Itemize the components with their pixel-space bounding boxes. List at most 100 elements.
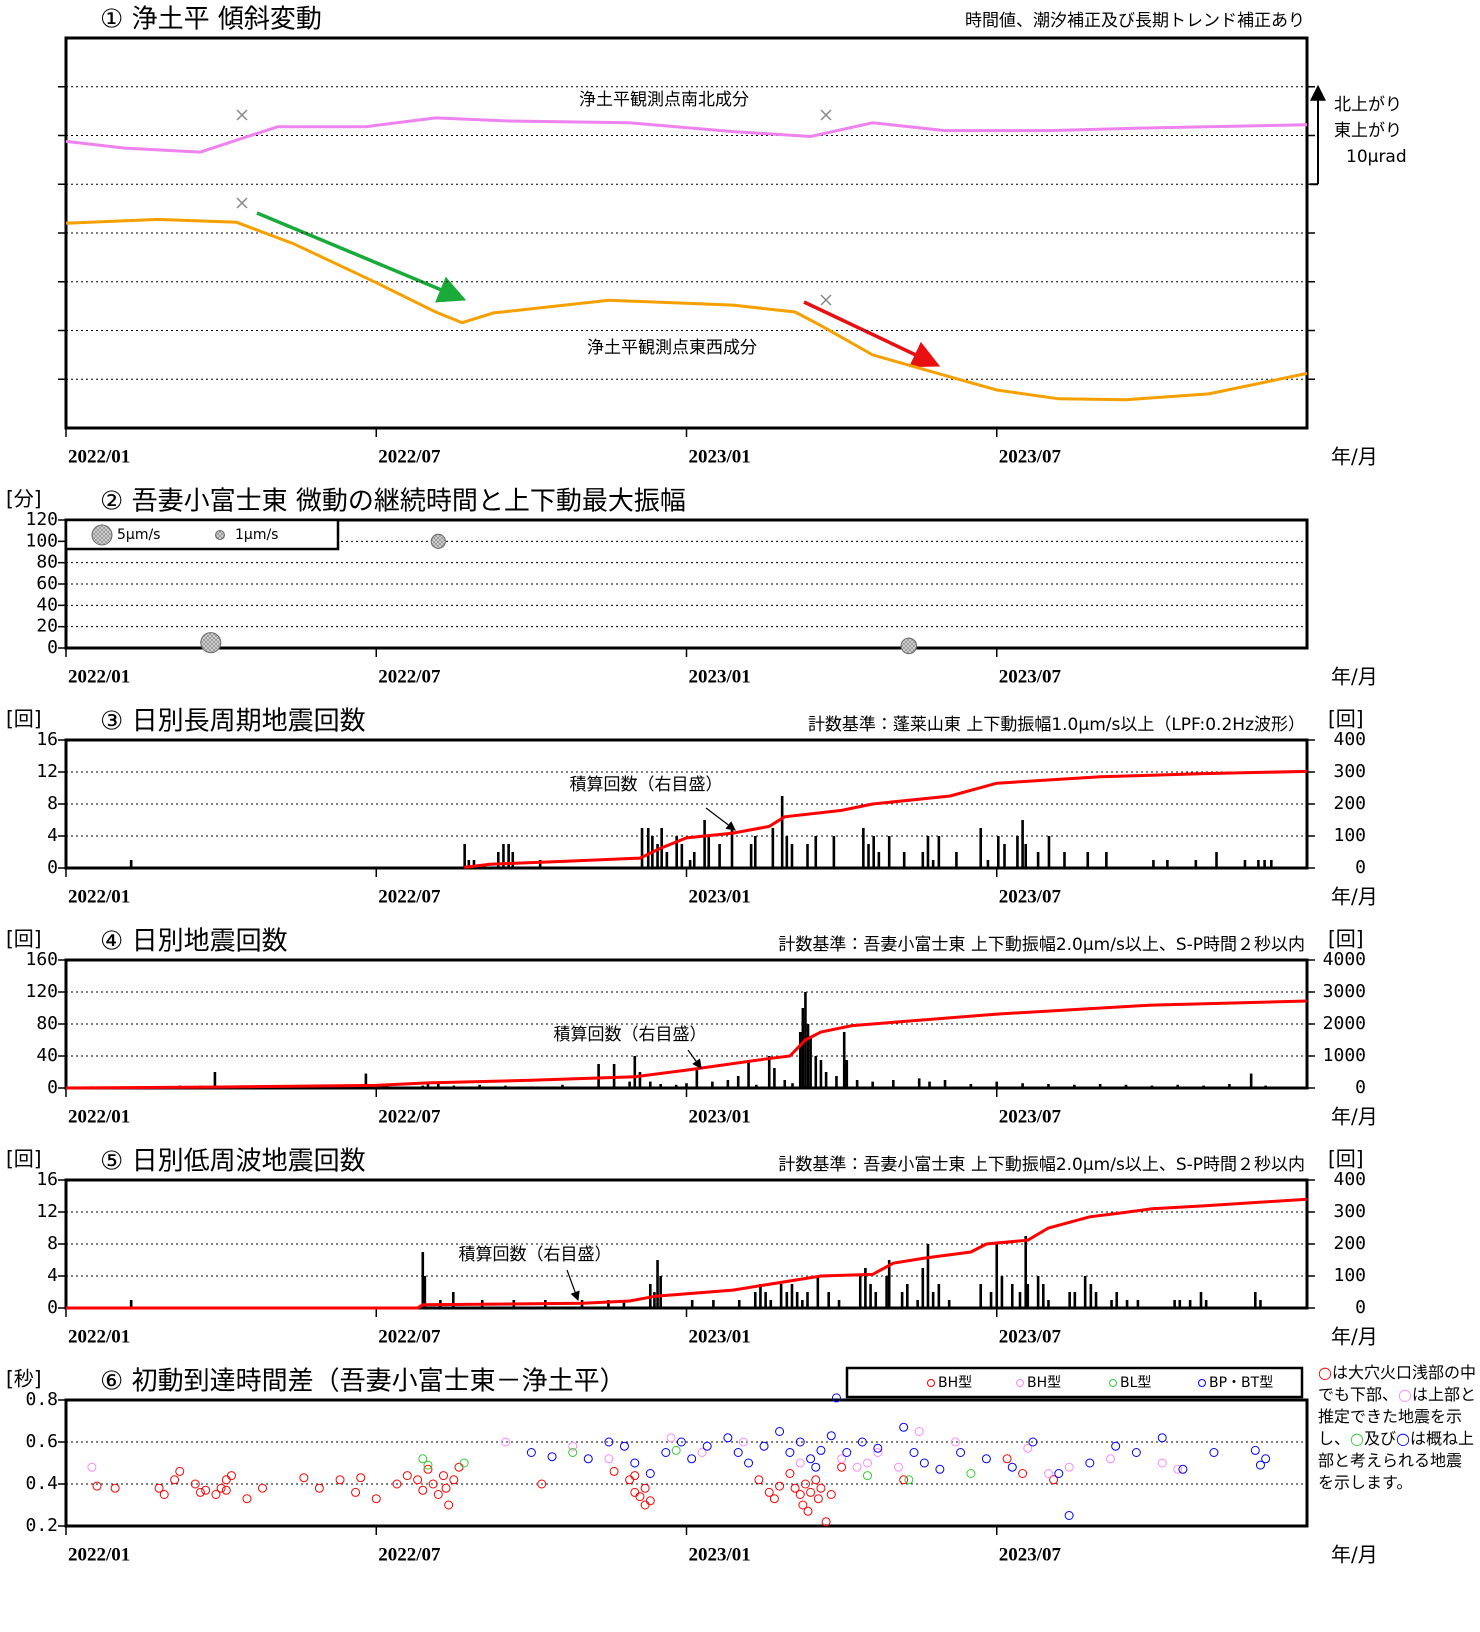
bar (659, 1084, 662, 1088)
y-tick-label: 120 (25, 509, 58, 530)
y-tick-label: 0.4 (25, 1473, 58, 1494)
point (935, 1464, 945, 1474)
point (795, 1490, 805, 1499)
annotation-arrow (566, 1269, 580, 1302)
point (630, 1458, 640, 1468)
y-tick-label: 16 (36, 1169, 58, 1190)
note-segment: ○ (1398, 1385, 1412, 1404)
bar (795, 1292, 799, 1308)
point (418, 1454, 428, 1464)
bar (943, 1080, 947, 1088)
point (335, 1475, 345, 1485)
bar (1024, 1236, 1028, 1308)
note-segment: は大穴火口浅部の中でも下部、 (1318, 1363, 1476, 1404)
x-tick-label: 2022/07 (378, 446, 441, 467)
point (1064, 1511, 1074, 1520)
bar (767, 1056, 771, 1088)
bar (451, 1292, 455, 1308)
bar (530, 1086, 533, 1088)
annotation-arrow (687, 1049, 702, 1069)
bar (1259, 1300, 1262, 1308)
point (950, 1437, 960, 1447)
point (837, 1454, 847, 1464)
data-line (66, 1197, 1308, 1310)
point (831, 1393, 841, 1403)
bar (496, 852, 500, 868)
y-tick-label: 40 (36, 594, 58, 615)
point (909, 1448, 919, 1457)
bar (832, 836, 836, 868)
bar (955, 852, 958, 868)
x-tick-label: 2022/07 (378, 1106, 441, 1127)
bar (773, 1068, 776, 1088)
bar (877, 852, 881, 868)
point (826, 1431, 836, 1441)
bar (801, 1008, 805, 1088)
bar (561, 1084, 564, 1088)
point (790, 1483, 800, 1493)
legend-label: BH型 (938, 1375, 972, 1391)
x-tick-label: 2022/01 (68, 446, 130, 467)
bar (1094, 1292, 1098, 1308)
point (800, 1479, 810, 1489)
point (795, 1437, 805, 1447)
point (842, 1448, 852, 1457)
bar (1016, 836, 1019, 868)
y-tick-label: 0.6 (25, 1431, 58, 1452)
bar (1003, 844, 1006, 868)
bar (1110, 1300, 1113, 1308)
bar (798, 1032, 802, 1088)
panel-note: 計数基準：蓬莱山東 上下動振幅1.0μm/s以上（LPF:0.2Hz波形） (808, 715, 1305, 735)
x-axis-label: 年/月 (1331, 1105, 1378, 1129)
bar (995, 1081, 999, 1088)
y2-tick-label: 1000 (1323, 1045, 1366, 1066)
point (1002, 1454, 1012, 1464)
y2-tick-label: 2000 (1323, 1013, 1366, 1034)
note-segment: は上部と推定できた地震を示し、 (1318, 1385, 1476, 1448)
legend-marker (1016, 1379, 1024, 1387)
point (676, 1437, 686, 1447)
bar (842, 1032, 846, 1088)
bar (646, 828, 650, 868)
panel-title: ② 吾妻小富士東 微動の継続時間と上下動最大振幅 (100, 487, 686, 517)
bar (1021, 1083, 1024, 1088)
bar (633, 1056, 637, 1088)
point (635, 1492, 645, 1502)
point (775, 1481, 785, 1491)
bar (917, 1078, 921, 1088)
bar (892, 1080, 895, 1088)
point (956, 1448, 966, 1457)
y-tick-label: 120 (25, 981, 58, 1002)
bar (926, 1244, 930, 1308)
point (894, 1462, 904, 1472)
bar (753, 1292, 757, 1308)
annotation: 積算回数（右目盛） (554, 1025, 707, 1045)
bar (979, 1284, 983, 1308)
bar (749, 844, 753, 868)
bar (653, 1292, 656, 1308)
point (314, 1483, 324, 1493)
point (1157, 1433, 1167, 1443)
point (785, 1469, 795, 1478)
point (1043, 1469, 1053, 1478)
bar (790, 1284, 794, 1308)
bar (1202, 1085, 1205, 1088)
bar (656, 844, 659, 868)
bar (926, 836, 930, 868)
point (423, 1464, 433, 1474)
bar (928, 1081, 931, 1088)
bar (806, 1024, 810, 1088)
point (87, 1462, 97, 1472)
y2-unit: [回] (1328, 1147, 1364, 1171)
bar (755, 1084, 758, 1088)
point (811, 1475, 821, 1485)
y2-tick-label: 300 (1333, 761, 1366, 782)
point (257, 1483, 267, 1493)
point (1178, 1464, 1188, 1474)
data-line (65, 116, 1308, 154)
bar (502, 844, 505, 868)
bar (467, 860, 471, 868)
point (449, 1475, 459, 1485)
bubble (200, 632, 222, 654)
y2-tick-label: 0 (1355, 857, 1366, 878)
